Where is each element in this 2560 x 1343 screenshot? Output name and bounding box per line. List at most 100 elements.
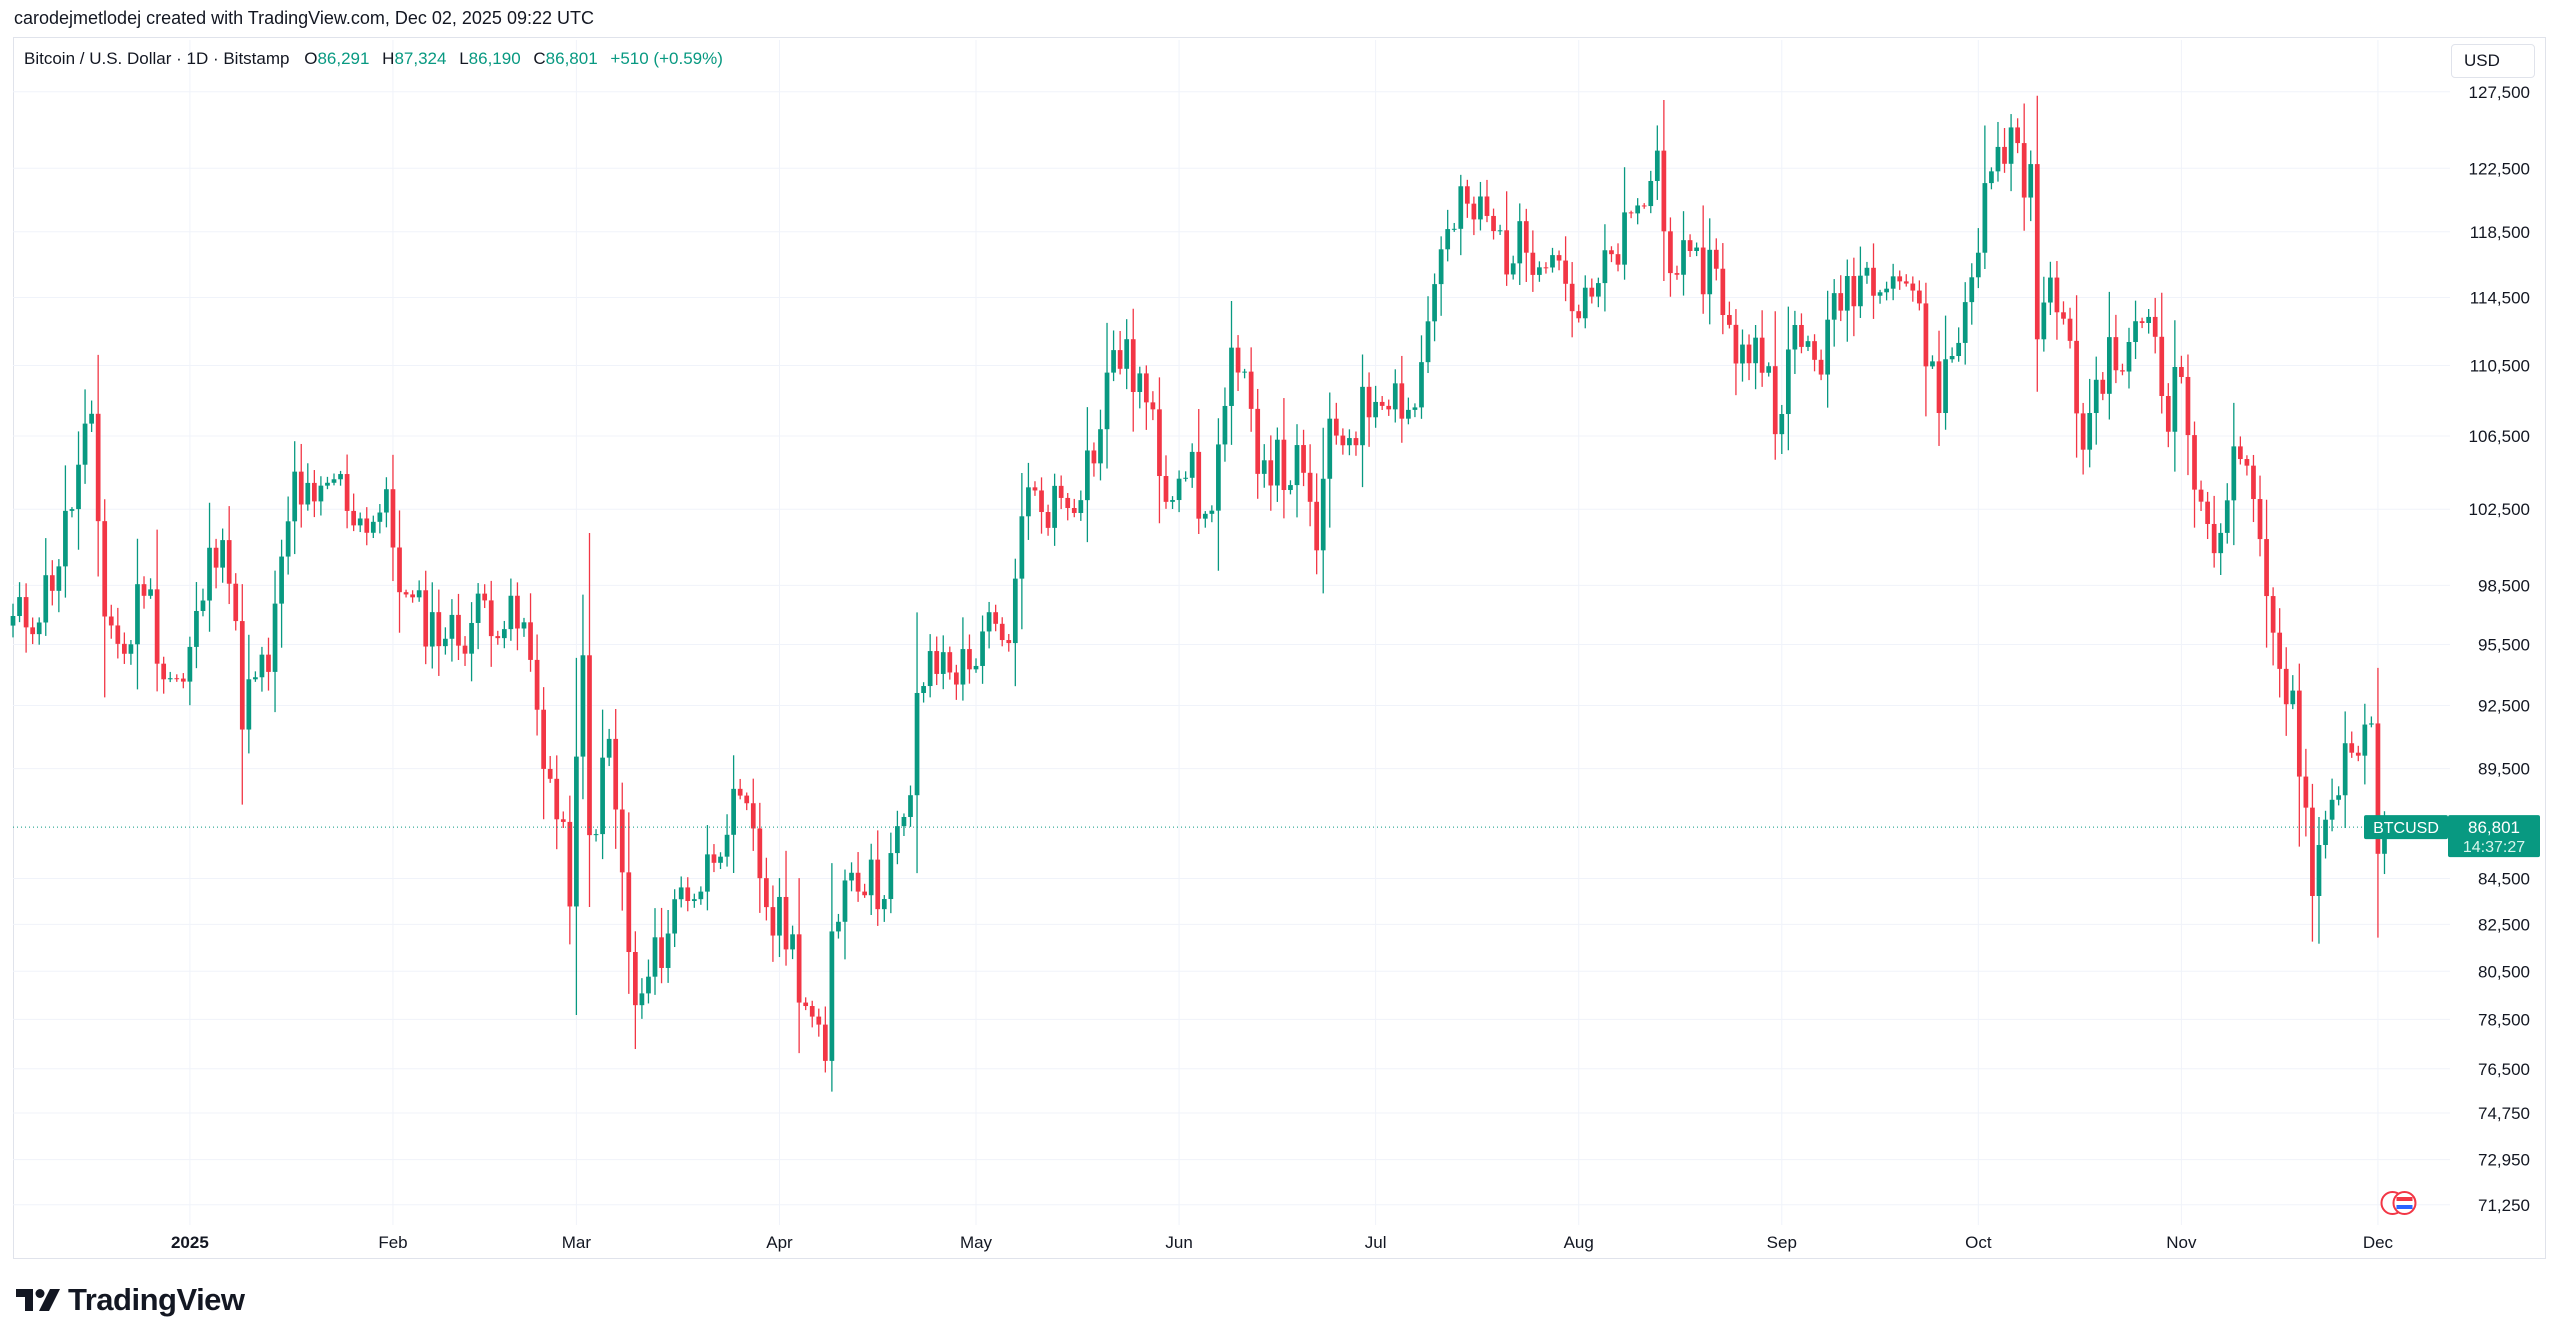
candle-body: [2054, 277, 2060, 313]
candle-body: [731, 788, 736, 835]
candle-body: [403, 592, 409, 595]
candle-body: [2205, 501, 2210, 524]
candle-body: [1871, 267, 1876, 296]
close-value: 86,801: [545, 49, 598, 68]
candle-body: [272, 603, 278, 672]
y-tick-label: 106,500: [2469, 427, 2530, 446]
candle-body: [1438, 249, 1444, 285]
tradingview-wordmark: TradingView: [68, 1282, 245, 1317]
candle-body: [2257, 499, 2263, 540]
candle-body: [1117, 350, 1123, 369]
candle-body: [1261, 460, 1267, 474]
candle-body: [2375, 723, 2381, 854]
candle-body: [1864, 267, 1870, 276]
candle-body: [416, 590, 422, 598]
candle-body: [2290, 690, 2296, 705]
candle-body: [1288, 485, 1293, 491]
candle-body: [2061, 312, 2066, 319]
candle-body: [626, 872, 632, 953]
candle-body: [1733, 324, 1739, 364]
candle-body: [2120, 370, 2125, 372]
candle-body: [1687, 240, 1693, 251]
candle-body: [2015, 127, 2020, 144]
candle-body: [803, 1002, 809, 1007]
candle-body: [89, 413, 94, 424]
candle-body: [1550, 255, 1555, 268]
candle-body: [1248, 371, 1254, 409]
candle-body: [1917, 290, 1922, 304]
candle-body: [1897, 276, 1903, 282]
candle-body: [187, 646, 193, 682]
symbol-description[interactable]: Bitcoin / U.S. Dollar · 1D · Bitstamp: [24, 49, 290, 68]
candle-body: [685, 887, 691, 902]
candle-body: [311, 482, 317, 502]
candle-body: [17, 597, 22, 617]
candle-body: [940, 652, 946, 674]
candle-body: [2323, 819, 2328, 846]
candle-body: [2106, 337, 2112, 394]
y-tick-label: 80,500: [2478, 962, 2530, 981]
candle-body: [298, 471, 304, 505]
candle-body: [1222, 405, 1228, 445]
candle-body: [1216, 444, 1221, 511]
candle-body: [1884, 288, 1889, 293]
candle-body: [783, 896, 789, 950]
candle-body: [1320, 478, 1326, 551]
candle-body: [1425, 321, 1431, 363]
candle-body: [2218, 532, 2224, 554]
candle-body: [515, 595, 520, 629]
candle-body: [1451, 228, 1457, 230]
candle-body: [947, 652, 953, 673]
candle-body: [2034, 164, 2040, 340]
candle-body: [1235, 347, 1241, 373]
candle-body: [2021, 143, 2027, 198]
candle-body: [1196, 451, 1202, 519]
candle-body: [488, 600, 494, 637]
candle-body: [665, 933, 671, 968]
candle-body: [1943, 359, 1948, 414]
candle-body: [1759, 337, 1765, 373]
candle-body: [1137, 373, 1143, 392]
candle-body: [331, 479, 337, 483]
candle-body: [639, 993, 645, 1006]
currency-button[interactable]: USD: [2451, 44, 2535, 78]
candle-body: [764, 878, 769, 908]
candle-body: [2342, 743, 2348, 796]
candle-body: [1157, 409, 1162, 477]
candle-body: [76, 464, 81, 510]
candle-body: [1923, 303, 1929, 367]
candle-body: [1189, 451, 1195, 478]
candle-body: [888, 853, 894, 900]
candle-body: [364, 518, 370, 533]
candle-body: [1838, 293, 1844, 311]
candle-body: [23, 597, 29, 628]
change-value: +510 (+0.59%): [610, 49, 723, 68]
candle-body: [1091, 450, 1097, 464]
series-legend[interactable]: Bitcoin / U.S. Dollar · 1D · Bitstamp O8…: [24, 49, 731, 69]
candle-body: [2133, 321, 2138, 343]
chart-credit: carodejmetlodej created with TradingView…: [14, 8, 594, 28]
candle-body: [1032, 487, 1038, 491]
candle-body: [580, 655, 586, 757]
candle-body: [1609, 250, 1614, 255]
candle-body: [1268, 460, 1274, 486]
candle-body: [2303, 776, 2309, 808]
x-tick-label: Feb: [378, 1233, 407, 1252]
candle-body: [1799, 324, 1804, 347]
candle-body: [2382, 827, 2387, 854]
candle-body: [698, 891, 704, 900]
candle-body: [180, 678, 186, 682]
candle-body: [1484, 196, 1490, 216]
y-tick-label: 98,500: [2478, 576, 2530, 595]
candle-body: [1379, 401, 1385, 406]
candle-body: [593, 834, 599, 836]
candle-body: [1537, 267, 1542, 275]
candle-body: [2316, 845, 2322, 896]
candle-body: [1910, 283, 1916, 291]
candle-body: [30, 627, 36, 635]
candle-body: [2008, 127, 2014, 164]
candle-body: [1779, 414, 1785, 435]
candle-body: [1333, 418, 1339, 436]
candle-body: [1301, 445, 1306, 473]
